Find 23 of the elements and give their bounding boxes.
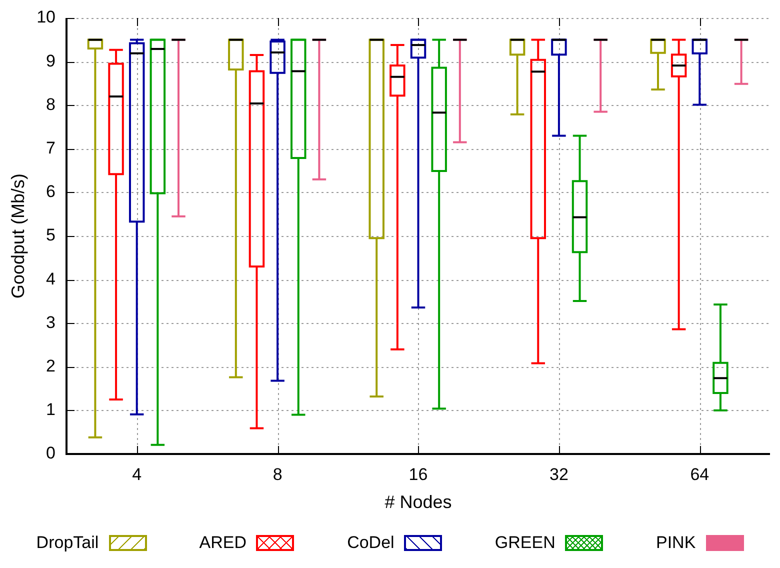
y-tick-label: 6 — [46, 182, 56, 202]
x-tick-label: 16 — [408, 464, 428, 484]
legend-label: GREEN — [494, 533, 556, 553]
x-tick-label: 8 — [272, 464, 282, 484]
y-tick-label: 10 — [36, 8, 56, 27]
legend-label: PINK — [656, 533, 696, 553]
legend-label: ARED — [199, 533, 246, 553]
y-tick-label: 8 — [46, 94, 56, 114]
legend-label: CoDel — [347, 533, 394, 553]
y-tick-label: 0 — [46, 444, 56, 463]
y-tick-label: 4 — [46, 269, 56, 288]
x-axis-title: # Nodes — [384, 492, 452, 512]
x-tick-label: 64 — [690, 464, 710, 484]
y-axis-title: Goodput (Mb/s) — [8, 173, 28, 299]
y-tick-label: 2 — [46, 356, 56, 376]
x-tick-label: 32 — [549, 464, 568, 484]
y-tick-label: 7 — [46, 138, 56, 158]
y-tick-label: 3 — [46, 312, 56, 332]
y-tick-label: 5 — [46, 226, 56, 245]
x-tick-label: 4 — [132, 464, 142, 484]
y-tick-label: 1 — [46, 400, 56, 420]
legend-label: DropTail — [36, 533, 99, 553]
y-tick-label: 9 — [46, 51, 56, 70]
